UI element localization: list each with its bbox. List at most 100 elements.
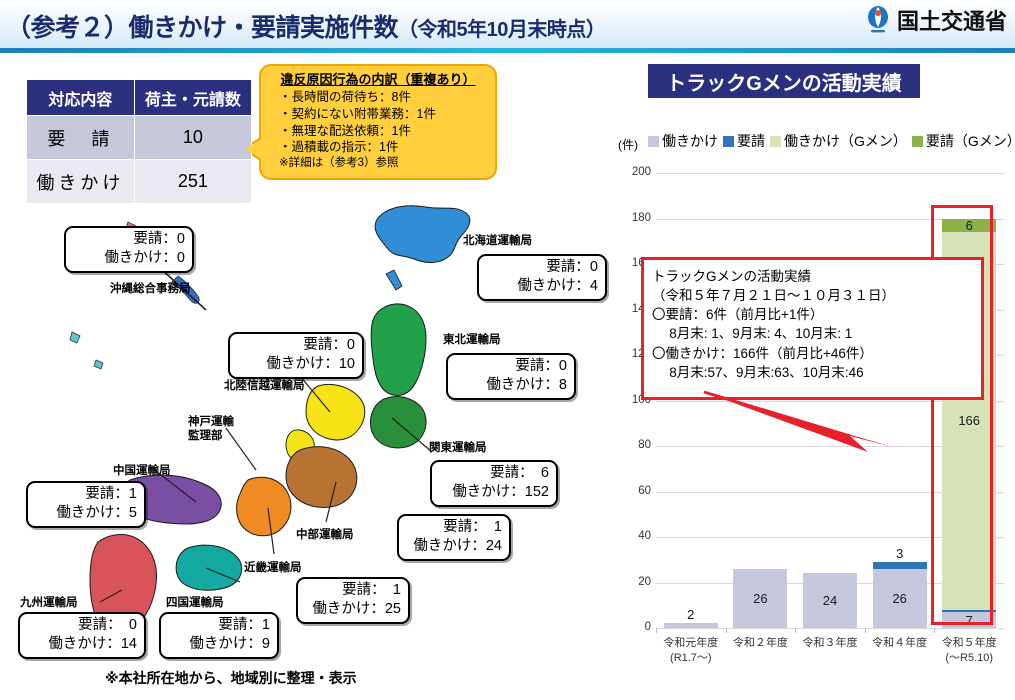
table-row: 働きかけ 251 [26, 159, 253, 204]
region-action-okinawa: 働きかけ：0 [104, 249, 185, 266]
bar-group-1[interactable]: 2 [663, 173, 718, 628]
map-region-hokkaido [374, 205, 471, 263]
x-axis-tick [934, 628, 936, 633]
annotation-line-2: （令和５年７月２１日～１０月３１日） [652, 288, 895, 304]
gridline [656, 218, 1004, 220]
annotation-line-3: 〇要請：6件（前月比+1件） [652, 307, 824, 323]
japan-map: 沖縄総合事務局 要請：0 働きかけ：0 北海道運輸局 要請：0 働きかけ：4 北… [0, 150, 610, 670]
region-action-hokkaido: 働きかけ：4 [517, 277, 598, 294]
legend-item-3: 要請（Gメン） [911, 131, 1015, 151]
gridline [656, 537, 1004, 538]
region-request-okinawa: 要請：0 [133, 231, 185, 247]
map-footnote: ※本社所在地から、地域別に整理・表示 [105, 670, 357, 686]
bar-segment[interactable]: 6 [942, 218, 997, 233]
y-axis-tick-label: 0 [644, 621, 651, 633]
callout-note: ※詳細は（参考3）参照 [279, 156, 399, 169]
region-box-chugoku: 要請：1 働きかけ：5 [26, 481, 146, 528]
x-axis-tick [864, 628, 866, 633]
gridline [656, 446, 1004, 447]
page-title-main: （参考２）働きかけ・要請実施件数 [6, 14, 399, 42]
region-action-chubu: 働きかけ：24 [413, 537, 502, 554]
map-leader-lines [99, 375, 433, 603]
legend-swatch-icon [723, 135, 734, 147]
region-label-tohoku: 東北運輸局 [443, 334, 501, 346]
page-title: （参考２）働きかけ・要請実施件数（令和5年10月末時点） [6, 8, 606, 44]
bar-segment[interactable]: 2 [663, 607, 718, 628]
x-label-line1: 令和２年度 [732, 637, 788, 649]
bar-segment[interactable]: 1 [942, 594, 997, 613]
y-axis-tick-label: 40 [638, 530, 651, 542]
row-value-request: 10 [133, 115, 253, 160]
legend-label: 働きかけ（Gメン） [784, 133, 907, 149]
x-label-line2: (R1.7～) [670, 651, 712, 664]
region-request-hokkaido: 要請：0 [546, 259, 598, 275]
bar-group-5[interactable]: 711666 [942, 173, 997, 628]
region-box-kanto: 要請： 6 働きかけ：152 [430, 460, 558, 507]
annotation-line-1: トラックGメンの活動実績 [652, 269, 812, 284]
x-axis-label-1: 令和元年度 (R1.7～) [648, 636, 734, 666]
x-axis-label-5: 令和５年度 (～R5.10) [926, 636, 1012, 666]
region-label-hokuriku: 北陸信越運輸局 [224, 380, 305, 392]
x-label-line1: 令和元年度 [663, 637, 719, 649]
region-box-tohoku: 要請：0 働きかけ：8 [446, 353, 576, 400]
region-request-kanto: 要請： 6 [490, 465, 549, 481]
bar-group-3[interactable]: 24 [803, 173, 857, 628]
annotation-line-4: 8月末: 1、9月末: 4、10月末: 1 [652, 326, 853, 342]
bar-segment[interactable]: 24 [803, 573, 857, 628]
bar-group-2[interactable]: 26 [733, 173, 788, 628]
x-axis-tick [795, 628, 797, 633]
violation-breakdown-callout: 違反原因行為の内訳（重複あり） ・長時間の荷待ち：8件 ・契約にない附帯業務：1… [242, 64, 497, 181]
region-request-chugoku: 要請：1 [85, 486, 137, 502]
bar-segment[interactable]: 26 [733, 568, 788, 628]
region-label-kinki: 近畿運輸局 [244, 562, 302, 574]
chart-legend: 働きかけ 要請 働きかけ（Gメン） 要請（Gメン） [648, 131, 1015, 151]
x-label-line1: 令和３年度 [802, 637, 858, 649]
x-label-line1: 令和５年度 [941, 637, 997, 649]
chart-unit-label: (件) [618, 138, 638, 152]
list-item: ・長時間の荷待ち：8件 [279, 90, 411, 105]
ministry-emblem-icon [865, 6, 891, 34]
region-action-kyushu: 働きかけ：14 [48, 635, 137, 652]
region-label-kobe: 神戸運輸 監理部 [188, 415, 234, 444]
list-item: ・契約にない附帯業務：1件 [279, 106, 436, 121]
bar-segment[interactable]: 7 [942, 612, 997, 628]
annotation-line-5: 〇働きかけ：166件（前月比+46件） [652, 345, 873, 361]
row-label-request: 要 請 [26, 115, 135, 160]
y-axis-tick-label: 20 [638, 575, 651, 588]
table-header-row: 対応内容 荷主・元請数 [26, 79, 253, 116]
map-region-shikoku [175, 544, 243, 591]
map-region-kinki [236, 476, 292, 537]
region-action-tohoku: 働きかけ：8 [486, 376, 567, 393]
region-action-shikoku: 働きかけ：9 [189, 635, 270, 652]
legend-label: 要請 [737, 133, 765, 149]
region-label-kanto: 関東運輸局 [429, 442, 487, 454]
region-label-kobe-line1: 神戸運輸 [188, 416, 234, 428]
region-action-chugoku: 働きかけ：5 [56, 504, 137, 521]
bar-segment[interactable]: 3 [872, 546, 927, 569]
region-label-chugoku: 中国運輸局 [113, 465, 171, 477]
row-label-action: 働きかけ [26, 159, 135, 204]
gridline [656, 491, 1004, 493]
region-box-kinki: 要請： 1 働きかけ：25 [296, 577, 410, 624]
region-request-kinki: 要請： 1 [342, 582, 401, 598]
y-axis-tick-label: 200 [631, 166, 651, 178]
bar-group-4[interactable]: 26 3 [872, 173, 927, 628]
ministry-logo: 国土交通省 [865, 4, 1007, 36]
legend-label: 要請（Gメン） [925, 133, 1015, 149]
page-header: （参考２）働きかけ・要請実施件数（令和5年10月末時点） 国土交通省 [0, 0, 1015, 53]
legend-swatch-icon [648, 135, 659, 147]
region-request-tohoku: 要請：0 [515, 358, 567, 374]
annotation-line-6: 8月末:57、9月末:63、10月末:46 [652, 364, 864, 380]
x-axis-label-4: 令和４年度 [857, 636, 943, 651]
bar-segment[interactable]: 26 [872, 568, 927, 628]
region-box-chubu: 要請： 1 働きかけ：24 [397, 514, 511, 561]
annotation-arrow-icon [703, 390, 896, 452]
map-region-hokuriku-shinetsu [305, 383, 366, 441]
legend-item-2: 働きかけ（Gメン） [770, 131, 907, 151]
region-action-kanto: 働きかけ：152 [452, 483, 549, 500]
chart-annotation-box: トラックGメンの活動実績 （令和５年７月２１日～１０月３１日） 〇要請：6件（前… [641, 257, 984, 400]
region-request-shikoku: 要請：1 [218, 617, 270, 633]
summary-table: 対応内容 荷主・元請数 要 請 10 働きかけ 251 [26, 79, 253, 204]
x-axis-tick [656, 628, 657, 633]
callout-item-list: ・長時間の荷待ち：8件 ・契約にない附帯業務：1件 ・無理な配送依頼：1件 ・過… [267, 89, 489, 156]
